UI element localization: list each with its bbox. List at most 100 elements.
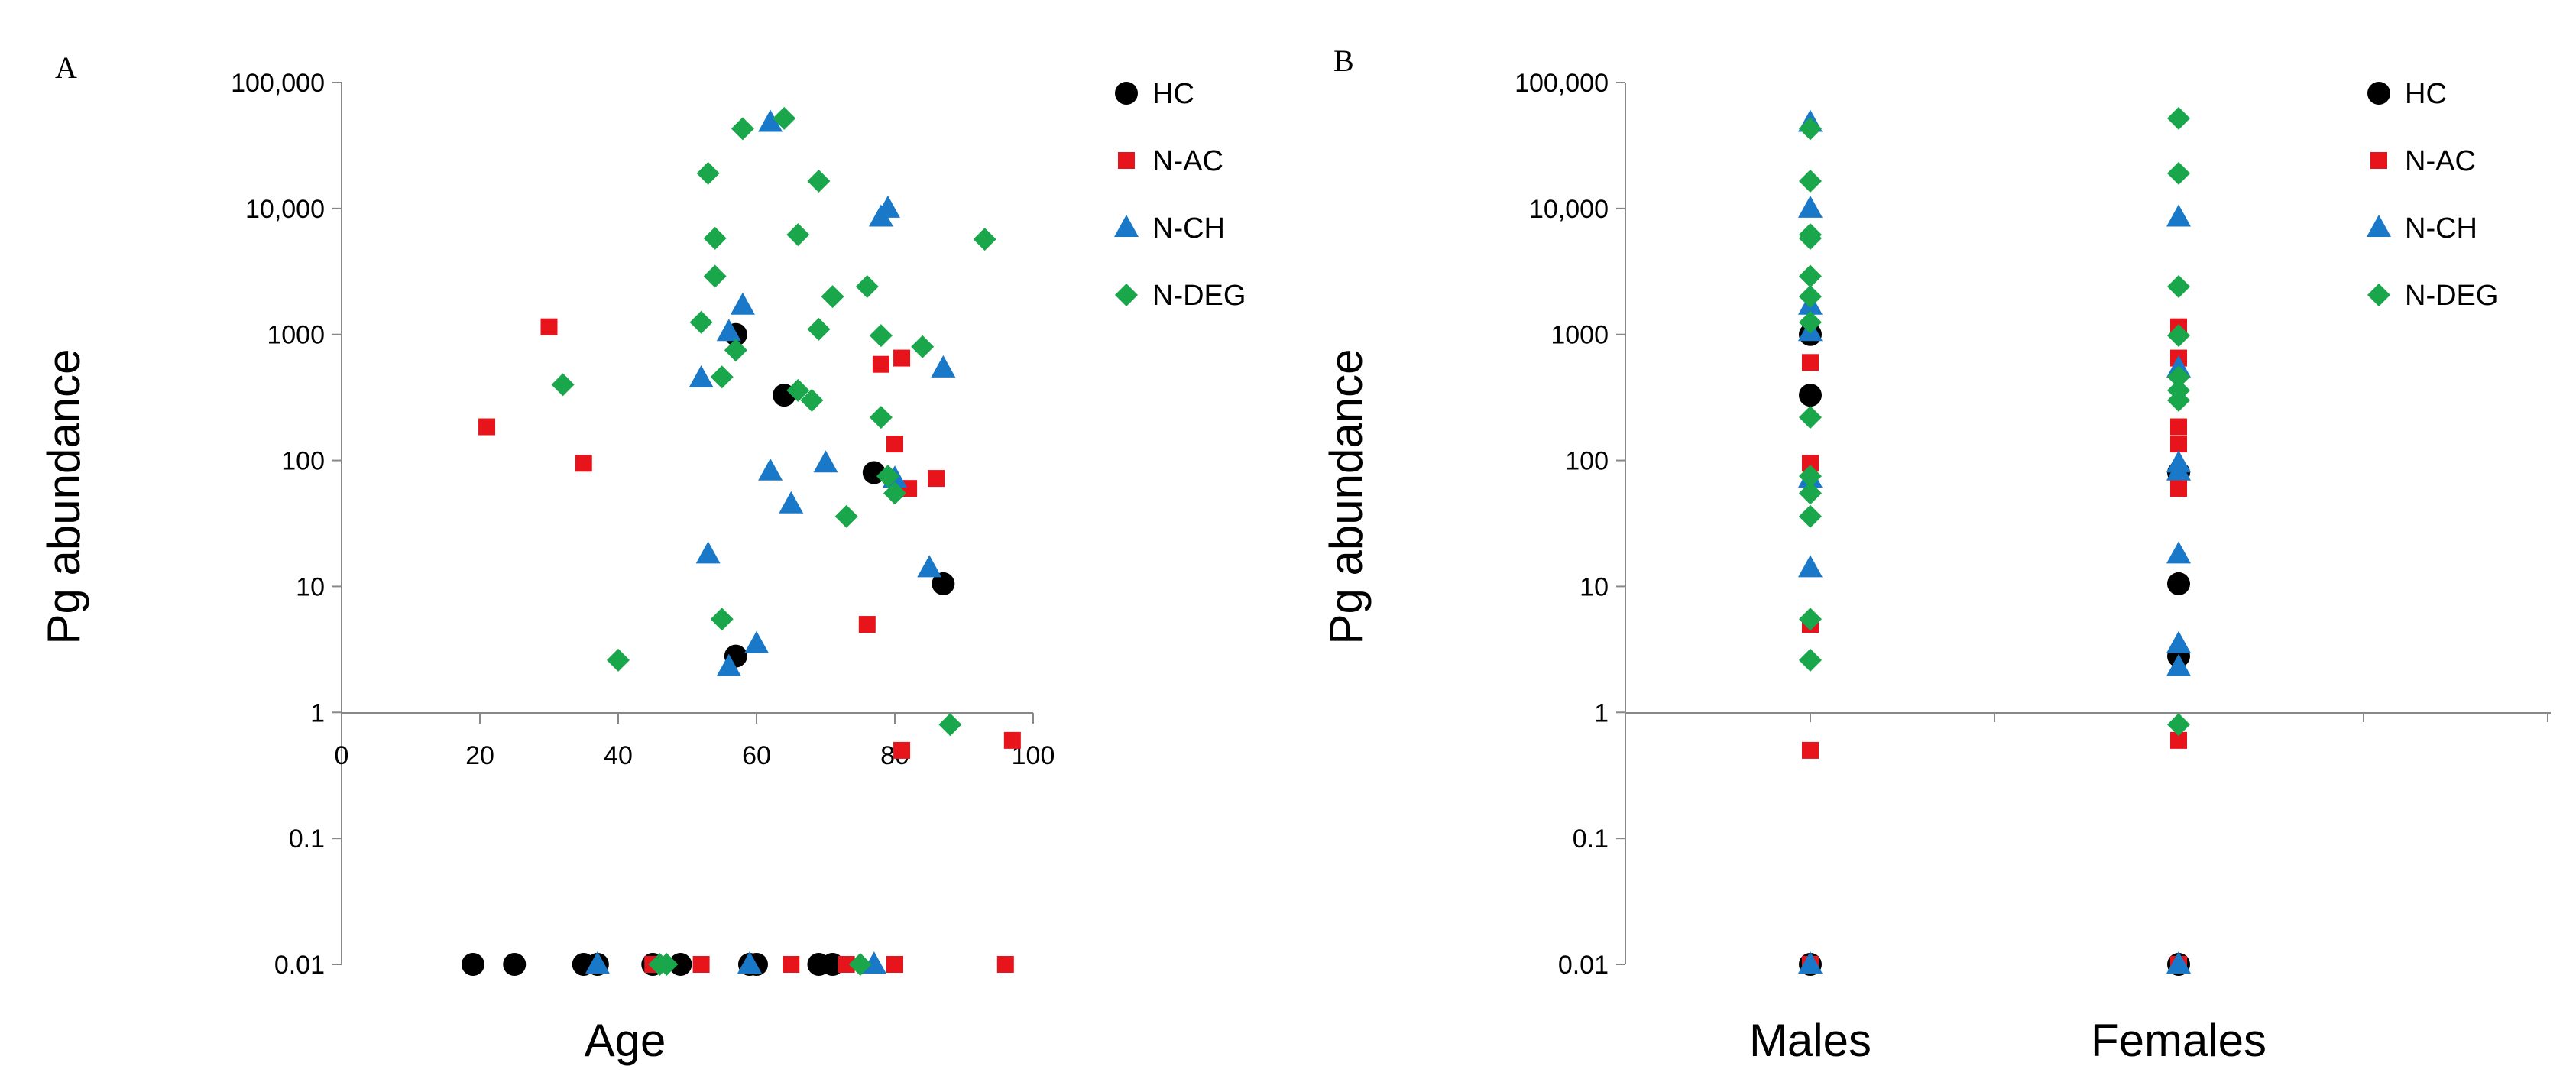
point-n-deg (1799, 608, 1822, 631)
x-tick-label: 20 (465, 741, 494, 770)
x-tick-label: 0 (335, 741, 349, 770)
point-n-deg (869, 324, 893, 348)
point-hc (503, 953, 527, 976)
y-tick-label: 0.01 (274, 951, 325, 980)
legend-marker-hc (1115, 82, 1138, 105)
point-n-deg (710, 365, 734, 389)
point-n-deg (703, 226, 727, 250)
legend-label-hc: HC (2405, 78, 2447, 110)
y-tick-label: 100 (281, 447, 325, 476)
point-n-ac (996, 956, 1014, 973)
point-n-deg (689, 310, 713, 334)
point-n-deg (2167, 365, 2190, 389)
point-n-deg (807, 317, 831, 341)
point-n-deg (607, 648, 630, 672)
point-n-deg (2167, 275, 2190, 299)
point-n-deg (2167, 388, 2190, 412)
panel-b-y-label: Pg abundance (1320, 348, 1372, 644)
point-n-ac (1802, 455, 1819, 472)
point-n-deg (551, 373, 575, 397)
point-n-deg (2167, 161, 2190, 185)
legend-label-hc: HC (1152, 78, 1194, 110)
panel-b-points (1798, 106, 2191, 976)
point-n-deg (724, 339, 747, 362)
legend-label-n-ch: N-CH (1152, 212, 1225, 245)
point-n-deg (821, 285, 844, 309)
legend-label-n-deg: N-DEG (2405, 280, 2498, 312)
point-n-deg (2167, 324, 2190, 348)
point-n-deg (1799, 481, 1822, 505)
y-tick-label: 10,000 (245, 195, 325, 224)
point-n-ch (689, 365, 714, 387)
point-n-ac (2170, 436, 2187, 453)
point-n-ac (893, 741, 911, 759)
point-n-ac (1802, 354, 1819, 371)
y-tick-label: 10 (296, 572, 325, 601)
point-n-ch (779, 491, 804, 514)
point-n-deg (1799, 264, 1822, 288)
y-tick-label: 1 (310, 698, 325, 727)
point-hc (932, 572, 955, 595)
legend-marker-n-ch (1114, 215, 1139, 237)
panel-b-label: B (1333, 44, 1354, 78)
point-n-deg (2167, 713, 2190, 737)
point-n-ac (838, 956, 855, 973)
point-n-ch (1798, 555, 1823, 578)
point-n-ac (540, 318, 558, 335)
point-n-deg (876, 465, 899, 488)
y-tick-label: 0.1 (1573, 825, 1609, 854)
point-n-deg (703, 264, 727, 288)
point-n-ac (2170, 731, 2187, 749)
point-n-ch (730, 292, 755, 315)
point-n-ac (928, 470, 945, 488)
x-tick-label: 40 (604, 741, 633, 770)
panel-a-x-label: Age (585, 1015, 666, 1066)
category-label-males: Males (1749, 1015, 1871, 1066)
legend-label-n-ch: N-CH (2405, 212, 2477, 245)
point-n-ac (886, 436, 903, 453)
panel-a-x-ticks: 020406080100 (335, 713, 1055, 770)
point-n-deg (786, 223, 810, 247)
y-tick-label: 100,000 (231, 69, 325, 98)
point-n-ac (858, 616, 876, 633)
legend-label-n-ac: N-AC (2405, 145, 2476, 177)
point-n-ac (575, 455, 592, 472)
point-n-deg (710, 608, 734, 631)
panel-b-legend: HC N-AC N-CH N-DEG (2367, 78, 2498, 312)
point-n-ch (744, 630, 769, 653)
point-n-deg (1799, 504, 1822, 528)
legend-label-n-ac: N-AC (1152, 145, 1223, 177)
legend-marker-n-deg (1115, 284, 1138, 306)
point-n-ch (758, 458, 783, 481)
point-n-ch (758, 109, 783, 132)
y-tick-label: 0.01 (1558, 951, 1609, 980)
point-n-ch (716, 319, 741, 342)
point-n-ch (585, 951, 610, 974)
point-n-ac (2170, 418, 2187, 436)
point-n-ac (692, 956, 710, 973)
point-n-ch (716, 653, 741, 676)
point-n-ac (2170, 480, 2187, 497)
point-n-ac (1802, 741, 1819, 759)
point-n-deg (1799, 310, 1822, 334)
y-tick-label: 10 (1580, 572, 1609, 601)
point-hc (669, 953, 692, 976)
panel-a-points (461, 106, 1021, 976)
point-n-deg (731, 117, 754, 141)
panel-b-y-ticks: 0.01 0.1 1 10 100 1000 10,000 100,000 (1515, 69, 1625, 980)
point-n-ac (783, 956, 800, 973)
point-hc (1799, 384, 1822, 407)
point-n-deg (786, 378, 810, 402)
category-label-females: Females (2091, 1015, 2267, 1066)
point-n-ch (2166, 951, 2191, 974)
point-n-ch (1798, 195, 1823, 218)
panel-a-label: A (55, 50, 77, 85)
point-n-deg (1799, 117, 1822, 141)
point-n-ch (2166, 541, 2191, 564)
panel-a-legend: HC N-AC N-CH N-DEG (1114, 78, 1246, 312)
panel-b-x-ticks: Males Females (1749, 713, 2548, 1066)
panel-b: B 0.01 0.1 1 10 100 1000 10,000 100,000 Males Fe… (1320, 44, 2551, 1066)
point-n-ch (2166, 204, 2191, 227)
point-n-ac (886, 956, 903, 973)
